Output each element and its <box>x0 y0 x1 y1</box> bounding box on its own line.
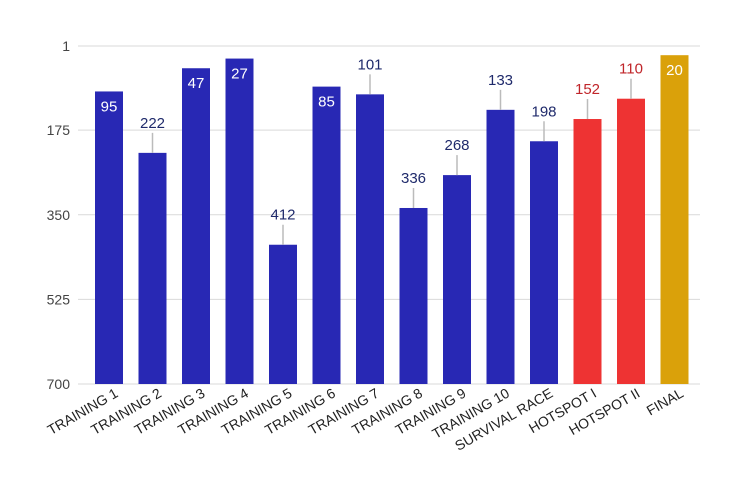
y-tick-label: 700 <box>47 376 71 392</box>
bar <box>138 152 167 384</box>
data-label: 20 <box>666 62 683 79</box>
data-label: 133 <box>488 72 513 89</box>
y-tick-label: 525 <box>47 291 71 307</box>
bar <box>225 58 254 385</box>
bar <box>269 244 297 384</box>
bar <box>660 55 689 385</box>
data-label: 47 <box>188 75 205 92</box>
bar <box>356 94 384 384</box>
bar <box>182 68 210 385</box>
y-tick-label: 175 <box>47 122 71 138</box>
data-label: 198 <box>531 103 556 120</box>
bar <box>95 91 123 385</box>
y-tick-label: 350 <box>47 207 71 223</box>
bar <box>312 86 341 384</box>
x-category-label: FINAL <box>644 385 687 419</box>
bar <box>486 109 515 385</box>
data-label: 268 <box>444 137 469 154</box>
data-label: 27 <box>231 66 248 83</box>
bars <box>95 55 689 385</box>
data-label: 222 <box>140 115 165 132</box>
y-axis-ticks: 1 175 350 525 700 <box>47 38 71 392</box>
data-label: 412 <box>270 207 295 224</box>
data-labels: 95 222 47 27 412 85 101 336 268 133 198 152 110 20 <box>101 56 683 245</box>
data-label: 95 <box>101 98 118 115</box>
grid-lines <box>78 45 700 385</box>
bar <box>617 98 645 384</box>
data-label: 152 <box>575 81 600 98</box>
bar <box>573 119 602 384</box>
bar <box>399 207 428 384</box>
y-tick-label: 1 <box>62 38 70 54</box>
bar <box>530 141 558 384</box>
data-label: 110 <box>619 61 643 78</box>
bar <box>443 175 471 384</box>
data-label: 336 <box>401 170 426 187</box>
data-label: 101 <box>357 56 382 73</box>
data-label: 85 <box>318 94 335 111</box>
